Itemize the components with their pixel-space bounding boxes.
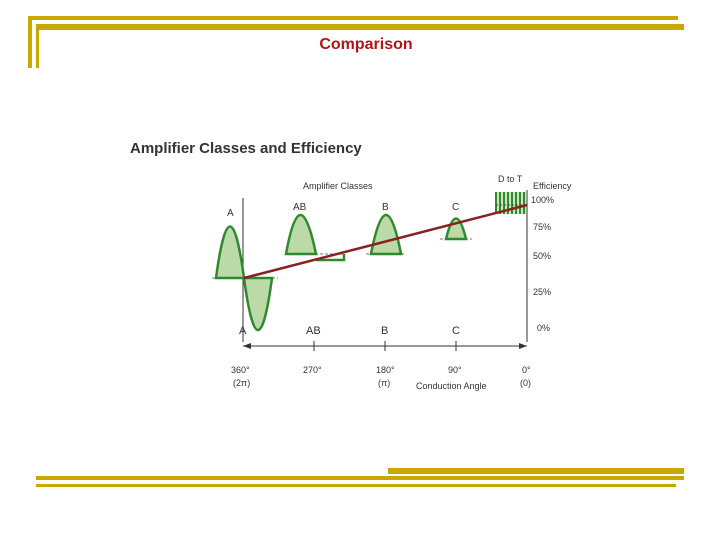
- class-label-bottom-c: C: [452, 325, 460, 337]
- class-ab-flat-segment: [316, 254, 346, 262]
- conduction-angle-label: Conduction Angle: [416, 381, 487, 391]
- efficiency-tick-100: 100%: [531, 195, 554, 205]
- left-accent-bar: [28, 16, 32, 68]
- bottom-accent-bar-base: [36, 484, 676, 487]
- bottom-accent-bar-lower: [36, 476, 684, 480]
- angle-label-0: 0°: [522, 365, 531, 375]
- angle-label-270: 270°: [303, 365, 322, 375]
- class-label-top-a: A: [227, 208, 234, 219]
- class-label-top-ab: AB: [293, 202, 307, 213]
- amplifier-classes-diagram: Amplifier Classes and Efficiency Amplifi…: [130, 140, 572, 391]
- efficiency-tick-25: 25%: [533, 287, 551, 297]
- efficiency-tick-50: 50%: [533, 251, 551, 261]
- class-label-top-b: B: [382, 202, 389, 213]
- efficiency-tick-0: 0%: [537, 323, 550, 333]
- top-axis-label: Amplifier Classes: [303, 181, 373, 191]
- class-d-to-t-switching-waveform: [495, 192, 527, 214]
- efficiency-label: Efficiency: [533, 181, 572, 191]
- class-label-bottom-a: A: [239, 325, 247, 337]
- efficiency-line: [243, 203, 528, 280]
- angle-label-360-rad: (2π): [233, 378, 250, 388]
- class-b-waveform: [369, 214, 403, 256]
- class-label-bottom-b: B: [381, 325, 388, 337]
- slide-title: Comparison: [319, 36, 413, 53]
- axis-arrow-right: [519, 343, 527, 349]
- angle-label-180-rad: (π): [378, 378, 390, 388]
- bottom-accent-bar: [388, 468, 684, 474]
- class-label-top-d-to-t: D to T: [498, 174, 523, 184]
- top-accent-bar-lower: [36, 24, 684, 30]
- angle-label-360: 360°: [231, 365, 250, 375]
- angle-label-90: 90°: [448, 365, 462, 375]
- angle-label-0-rad: (0): [520, 378, 531, 388]
- class-label-bottom-ab: AB: [306, 325, 321, 337]
- top-accent-bar: [28, 16, 678, 20]
- class-a-waveform-positive: [214, 225, 246, 280]
- class-a-waveform-negative: [242, 276, 274, 331]
- figure-heading: Amplifier Classes and Efficiency: [130, 140, 362, 157]
- efficiency-tick-75: 75%: [533, 222, 551, 232]
- left-accent-bar-inner: [36, 24, 39, 68]
- axis-arrow-left: [243, 343, 251, 349]
- class-ab-waveform: [284, 214, 318, 256]
- class-label-top-c: C: [452, 202, 459, 213]
- angle-label-180: 180°: [376, 365, 395, 375]
